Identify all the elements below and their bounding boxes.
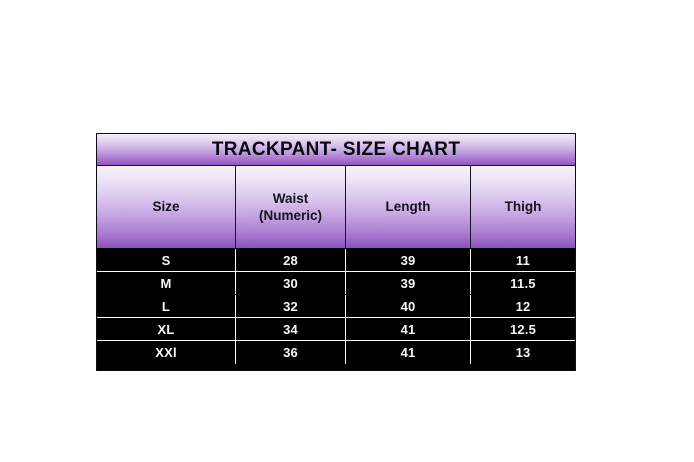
cell-thigh-value: 12 <box>515 298 531 314</box>
table-row: L 32 40 12 <box>97 295 575 318</box>
cell-length: 39 <box>346 272 471 294</box>
cell-thigh: 11.5 <box>471 272 575 294</box>
cell-thigh: 12.5 <box>471 318 575 340</box>
cell-size-value: S <box>161 252 171 268</box>
cell-length-value: 41 <box>400 321 416 337</box>
cell-size: M <box>97 272 236 294</box>
cell-waist: 32 <box>236 295 346 317</box>
column-header-thigh-label: Thigh <box>504 199 542 215</box>
table-header-row: Size Waist (Numeric) Length Thigh <box>97 166 575 249</box>
cell-waist-value: 32 <box>283 298 298 314</box>
table-row: S 28 39 11 <box>97 249 575 272</box>
cell-thigh-value: 12.5 <box>509 321 537 337</box>
size-chart-table: TRACKPANT- SIZE CHART Size Waist (Numeri… <box>96 133 576 371</box>
cell-length-value: 39 <box>400 252 416 268</box>
column-header-length-label: Length <box>385 199 431 215</box>
cell-thigh: 11 <box>471 249 575 271</box>
table-row: M 30 39 11.5 <box>97 272 575 295</box>
cell-size: XL <box>97 318 236 340</box>
column-header-waist-sublabel: (Numeric) <box>258 208 322 223</box>
cell-thigh: 12 <box>471 295 575 317</box>
cell-waist-value: 34 <box>283 321 298 337</box>
column-header-size: Size <box>97 166 236 248</box>
cell-waist: 28 <box>236 249 346 271</box>
cell-size-value: XL <box>157 321 175 337</box>
cell-waist: 34 <box>236 318 346 340</box>
cell-length: 41 <box>346 318 471 340</box>
table-row: XL 34 41 12.5 <box>97 318 575 341</box>
cell-waist-value: 28 <box>283 252 298 268</box>
chart-title-bar: TRACKPANT- SIZE CHART <box>97 134 575 166</box>
column-header-waist: Waist (Numeric) <box>236 166 346 248</box>
cell-waist-value: 30 <box>283 275 298 291</box>
cell-thigh-value: 11.5 <box>510 275 536 291</box>
cell-size-value: M <box>160 275 172 291</box>
table-body: S 28 39 11 M 30 39 11.5 <box>97 249 575 364</box>
column-header-waist-label: Waist <box>272 190 309 206</box>
cell-size-value: XXl <box>155 345 177 360</box>
cell-size: XXl <box>97 341 236 364</box>
cell-length: 39 <box>346 249 471 271</box>
cell-waist: 36 <box>236 341 346 364</box>
cell-size-value: L <box>161 298 171 314</box>
cell-thigh: 13 <box>471 341 575 364</box>
cell-length-value: 40 <box>400 298 416 314</box>
column-header-thigh: Thigh <box>471 166 575 248</box>
cell-waist: 30 <box>236 272 346 294</box>
column-header-size-label: Size <box>152 199 180 215</box>
cell-size: L <box>97 295 236 317</box>
cell-waist-value: 36 <box>283 345 298 360</box>
cell-length: 41 <box>346 341 471 364</box>
cell-length-value: 41 <box>400 345 416 360</box>
cell-thigh-value: 11 <box>515 252 531 268</box>
column-header-length: Length <box>346 166 471 248</box>
chart-title: TRACKPANT- SIZE CHART <box>211 138 461 160</box>
cell-length-value: 39 <box>400 275 416 291</box>
cell-thigh-value: 13 <box>515 345 531 360</box>
cell-length: 40 <box>346 295 471 317</box>
cell-size: S <box>97 249 236 271</box>
table-row: XXl 36 41 13 <box>97 341 575 364</box>
